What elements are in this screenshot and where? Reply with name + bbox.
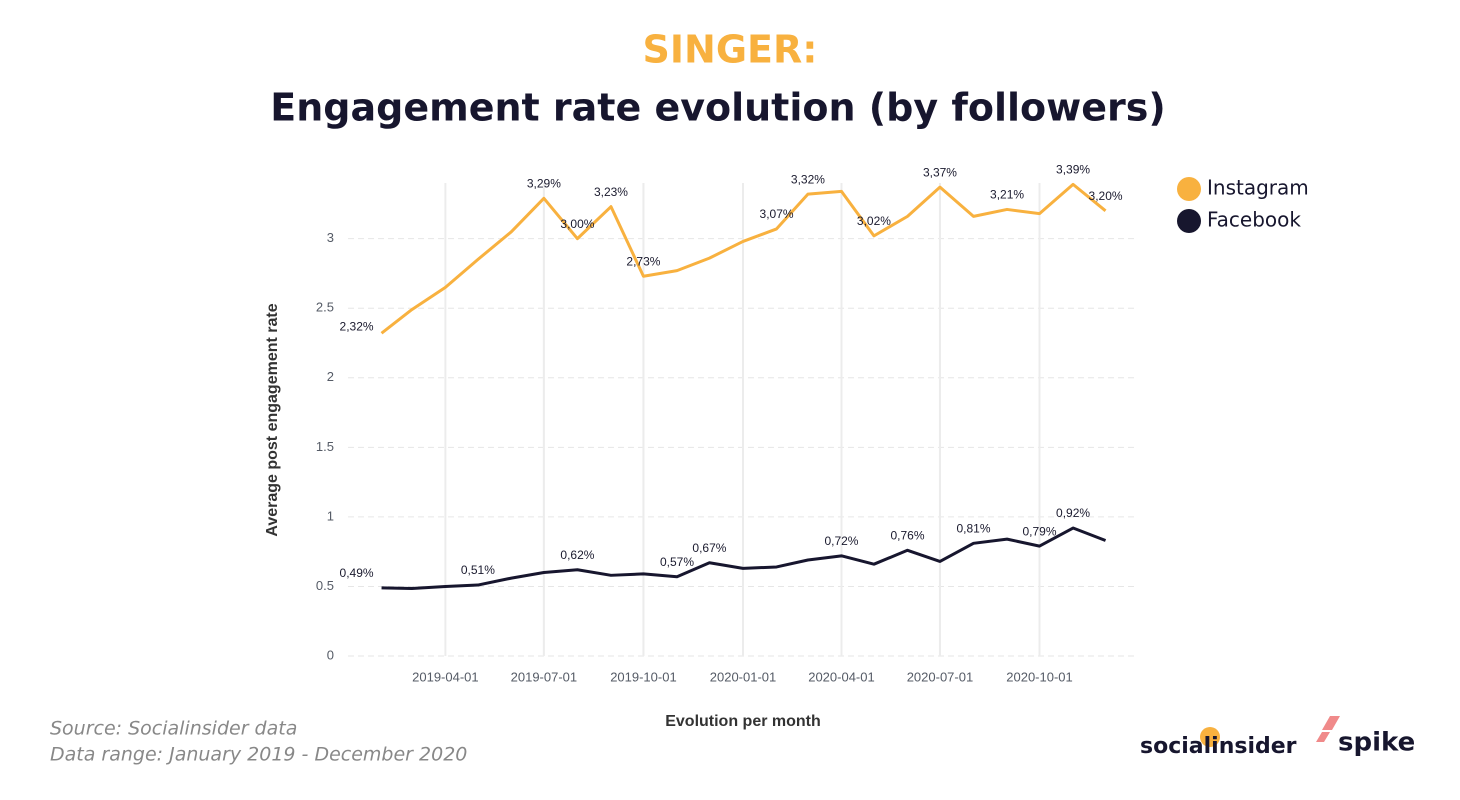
data-label: 3,02% (857, 214, 891, 228)
data-label: 0,92% (1056, 506, 1090, 520)
logo-icon (1200, 727, 1220, 747)
logo-socialinsider: socialinsider (1140, 734, 1297, 759)
line-series (380, 182, 1107, 335)
x-axis-title: Evolution per month (665, 713, 821, 730)
y-axis-title: Average post engagement rate (264, 303, 281, 536)
data-label: 3,20% (1089, 189, 1123, 203)
x-tick-label: 2020-07-01 (907, 669, 974, 684)
y-tick-label: 1 (327, 508, 334, 523)
data-label: 0,51% (461, 563, 495, 577)
data-label: 0,49% (340, 566, 374, 580)
x-tick-label: 2020-04-01 (808, 669, 875, 684)
y-tick-label: 2 (327, 369, 334, 384)
data-label: 3,37% (923, 165, 957, 179)
data-label: 0,72% (824, 534, 858, 548)
y-tick-label: 3 (327, 230, 334, 245)
x-tick-label: 2019-04-01 (412, 669, 479, 684)
legend-marker (1177, 209, 1201, 233)
x-tick-label: 2019-10-01 (610, 669, 677, 684)
data-label: 2,32% (340, 319, 374, 333)
logo-spike: spike (1338, 728, 1415, 758)
legend-marker (1177, 177, 1201, 201)
data-label: 0,62% (560, 548, 594, 562)
data-label: 3,39% (1056, 163, 1090, 177)
legend-label: Instagram (1207, 176, 1309, 200)
x-tick-label: 2019-07-01 (511, 669, 578, 684)
data-label: 3,23% (594, 185, 628, 199)
data-label: 0,76% (890, 528, 924, 542)
logo-icon (1316, 716, 1340, 742)
legend-label: Facebook (1207, 208, 1301, 232)
range-note: Data range: January 2019 - December 2020 (50, 744, 467, 766)
line-series (381, 526, 1107, 591)
data-label: 3,21% (990, 188, 1024, 202)
y-tick-label: 0.5 (316, 578, 334, 593)
data-label: 3,07% (760, 207, 794, 221)
y-tick-label: 1.5 (316, 439, 334, 454)
data-label: 3,32% (791, 172, 825, 186)
data-label: 0,67% (692, 541, 726, 555)
chart-subtitle: Engagement rate evolution (by followers) (270, 86, 1165, 130)
y-tick-label: 2.5 (316, 300, 334, 315)
x-tick-label: 2020-01-01 (710, 669, 777, 684)
data-label: 0,81% (956, 521, 990, 535)
x-tick-label: 2020-10-01 (1006, 669, 1073, 684)
y-tick-label: 0 (327, 647, 334, 662)
data-label: 0,57% (660, 555, 694, 569)
data-label: 2,73% (626, 254, 660, 268)
chart-title: SINGER: (643, 28, 818, 72)
data-label: 0,79% (1023, 524, 1057, 538)
data-label: 3,29% (527, 176, 561, 190)
source-note: Source: Socialinsider data (50, 718, 297, 740)
data-label: 3,00% (560, 217, 594, 231)
